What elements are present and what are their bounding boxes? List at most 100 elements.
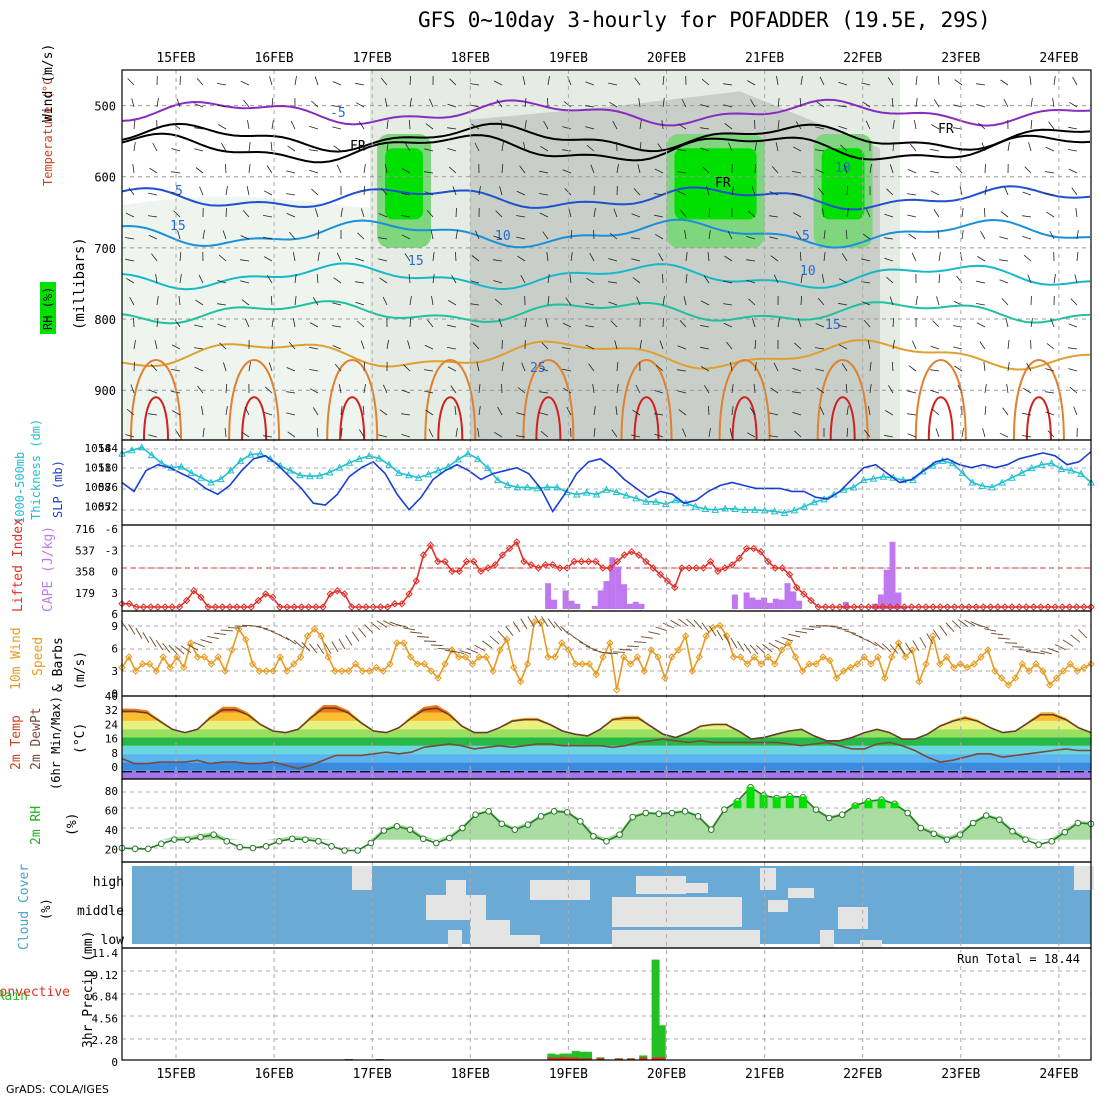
wind-barb — [173, 210, 181, 218]
rh-axis-label: RH (%) — [41, 287, 55, 330]
wind-speed-series-marker — [262, 667, 271, 675]
cape-bar — [877, 594, 884, 609]
wind-barb — [505, 625, 514, 636]
wind-barb — [380, 77, 388, 86]
slp-series — [121, 451, 1092, 514]
wind-barb — [154, 340, 158, 350]
wind-speed-series-marker — [1025, 667, 1033, 675]
wind-barb — [751, 186, 756, 196]
wind-barb — [430, 644, 444, 647]
precip-convective-bar — [639, 1057, 648, 1060]
wind-barb — [655, 626, 668, 632]
wind-barb — [482, 640, 493, 649]
temperature-series — [122, 707, 1092, 742]
wind-barb — [217, 323, 227, 328]
wind-barb — [863, 319, 871, 328]
isotherm-contour — [121, 300, 1091, 325]
wind-barb — [631, 258, 641, 262]
wind-barb — [631, 213, 641, 218]
wind-speed-series-marker — [173, 653, 181, 661]
lifted-index-series-marker — [1015, 603, 1023, 611]
wind-barb — [409, 317, 412, 328]
lifted-index-series-marker — [297, 603, 306, 611]
cloud-block — [446, 880, 466, 895]
cape-bar — [749, 597, 756, 609]
wind-barb — [915, 296, 918, 306]
wind-barb — [516, 215, 526, 218]
isotherm-contour — [121, 339, 1091, 371]
wind-speed-series-marker — [805, 660, 813, 668]
lifted-index-series-marker — [749, 544, 758, 553]
lifted-index-series-marker — [197, 593, 205, 601]
lifted-index-series-marker — [943, 603, 952, 611]
precip-convective-bar — [584, 1058, 593, 1060]
wind-barb — [220, 629, 234, 632]
thickness-series-marker — [523, 483, 532, 491]
wind-barb — [1022, 215, 1032, 218]
thickness-series-marker — [434, 466, 443, 474]
cape-bar — [562, 590, 569, 609]
thickness-series — [121, 446, 1092, 514]
date-label-top: 20FEB — [647, 51, 686, 66]
wind-barb — [332, 345, 342, 350]
thickness-series-marker — [879, 472, 888, 480]
wind-barb — [661, 120, 664, 130]
wind-speed-series-marker — [132, 667, 140, 675]
lifted-index-series-marker — [599, 564, 607, 572]
contour-label: FR — [350, 139, 366, 154]
cape-bar — [778, 599, 785, 609]
pressure-tick-label: 500 — [94, 100, 116, 114]
isotherm-contour — [437, 396, 464, 441]
wind-barb — [547, 76, 550, 86]
wind-speed-series-marker — [1046, 681, 1054, 689]
lifted-index-series-marker — [369, 603, 377, 611]
cloud-background — [132, 866, 1091, 944]
wind-barb — [472, 342, 480, 350]
isotherm-contour — [731, 396, 758, 441]
wind-barb — [614, 340, 618, 350]
cloud-row-label: low — [101, 933, 125, 948]
lifted-index-series-marker — [304, 603, 313, 611]
wind-barb — [380, 187, 388, 196]
cloud-row-label: high — [93, 875, 124, 890]
cape-bar — [609, 557, 616, 609]
wind-barb — [1068, 149, 1078, 152]
wind-barb — [379, 409, 388, 416]
wind-barb — [142, 632, 150, 643]
wind-barb — [816, 101, 825, 108]
wind-speed-series-marker — [599, 653, 607, 661]
wind-speed-series-marker — [839, 667, 848, 675]
wind-barb — [496, 99, 503, 108]
dewpoint-axis-label: 2m DewPt — [29, 707, 44, 770]
rh-light-area — [122, 190, 420, 440]
cloud-block — [612, 930, 760, 948]
wind-barb — [800, 295, 802, 306]
lifted-index-series-marker — [584, 557, 593, 566]
cloud-axis-label: Cloud Cover — [17, 864, 32, 950]
wind-barb — [616, 361, 619, 372]
precip-total-bar — [578, 1051, 586, 1060]
wind-barb — [1076, 230, 1079, 240]
isotherm-contour — [914, 359, 967, 441]
wind-barb — [132, 164, 135, 174]
rh-legend-swatch — [40, 282, 56, 334]
wind-barb — [616, 164, 619, 174]
wind-barb — [243, 99, 250, 108]
wind-barb — [908, 233, 917, 240]
temperature-axis-label: Temperature (°C) — [41, 70, 55, 186]
lifted-index-series-marker — [886, 603, 894, 611]
isotherm-contour — [535, 396, 562, 441]
wind-barb — [731, 384, 734, 394]
wind-barb — [976, 322, 986, 328]
wind-speed-series-marker — [386, 660, 394, 668]
rh2m-series-marker — [459, 824, 466, 832]
wind-speed-series-marker — [400, 639, 408, 647]
wind-barb — [263, 435, 273, 438]
wind-barb — [402, 168, 411, 174]
wind-barb — [285, 637, 297, 645]
isotherm-contour — [1012, 359, 1065, 441]
wind-barb — [316, 427, 319, 438]
lifted-index-series-marker — [922, 603, 930, 611]
wind-barb — [635, 384, 641, 394]
wind-speed-series-marker — [778, 646, 786, 654]
